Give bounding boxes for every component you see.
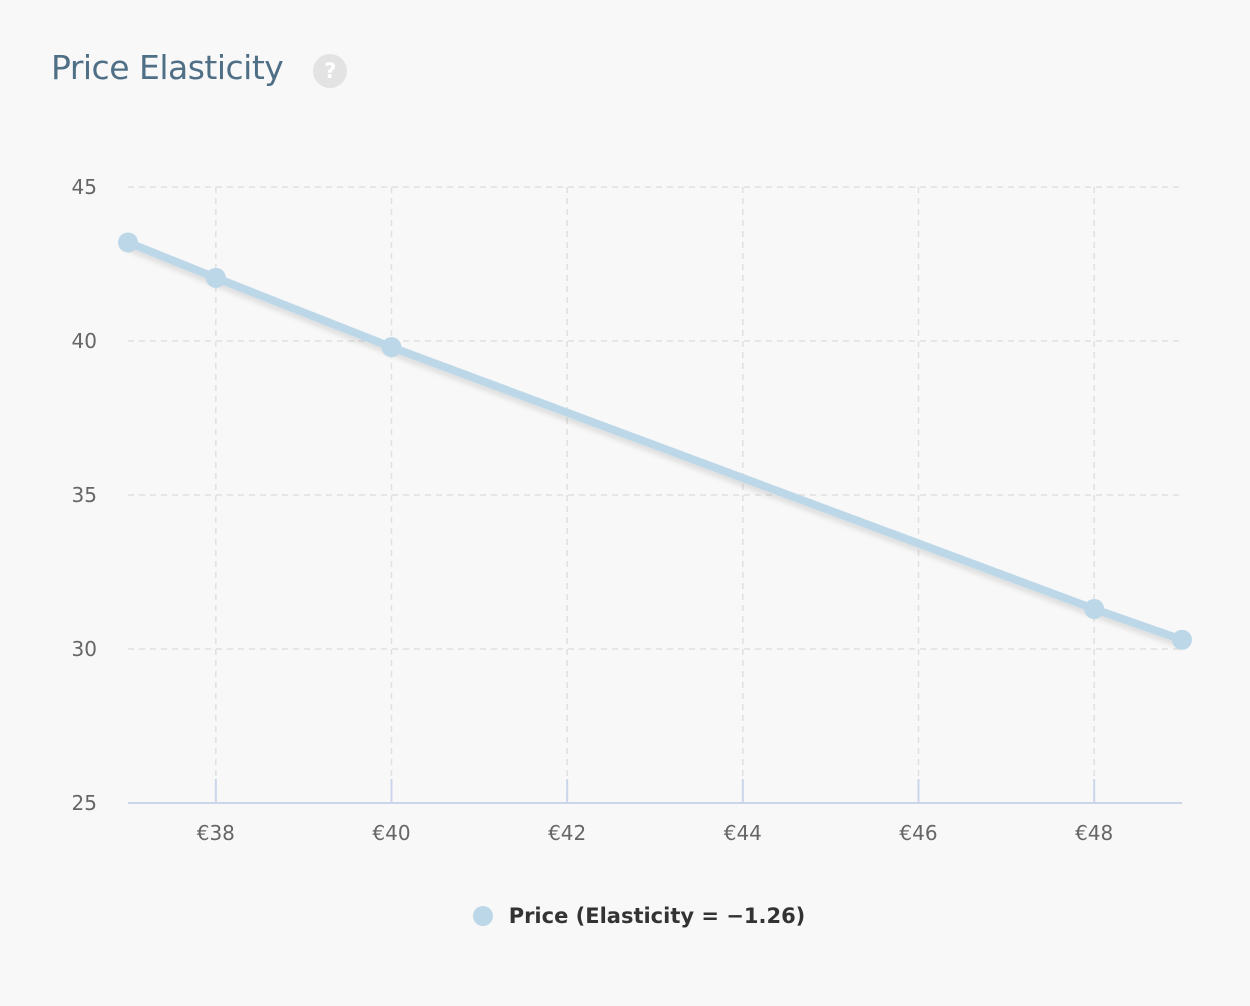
x-tick-label: €48	[1075, 821, 1113, 845]
y-tick-label: 45	[72, 175, 97, 199]
help-icon[interactable]: ?	[313, 53, 348, 88]
data-point[interactable]	[205, 267, 226, 288]
series-line[interactable]	[124, 238, 1186, 644]
x-tick-label: €42	[548, 821, 586, 845]
x-tick-label: €40	[372, 821, 410, 845]
legend-marker-icon	[472, 906, 493, 926]
y-tick-label: 35	[72, 483, 97, 507]
legend: Price (Elasticity = −1.26)	[0, 896, 1250, 936]
grid	[128, 186, 1182, 803]
series-layer	[118, 232, 1192, 650]
axes: 25 30 35 40 45 €38 €40 €42 €44 €46 €48	[72, 175, 1182, 845]
chart-title: Price Elasticity	[51, 48, 284, 87]
y-tick-label: 25	[72, 791, 97, 815]
data-point[interactable]	[1084, 598, 1105, 619]
y-tick-label: 30	[72, 637, 97, 661]
x-tick-label: €46	[899, 821, 937, 845]
x-tick-label: €38	[197, 821, 235, 845]
y-tick-label: 40	[72, 329, 97, 353]
legend-item-price[interactable]: Price (Elasticity = −1.26)	[472, 904, 806, 928]
data-point[interactable]	[1172, 629, 1192, 650]
x-tick-label: €44	[724, 821, 762, 845]
legend-label: Price (Elasticity = −1.26)	[508, 904, 806, 928]
title-row: Price Elasticity ?	[51, 40, 348, 96]
data-point[interactable]	[381, 337, 402, 358]
data-point[interactable]	[118, 232, 138, 253]
